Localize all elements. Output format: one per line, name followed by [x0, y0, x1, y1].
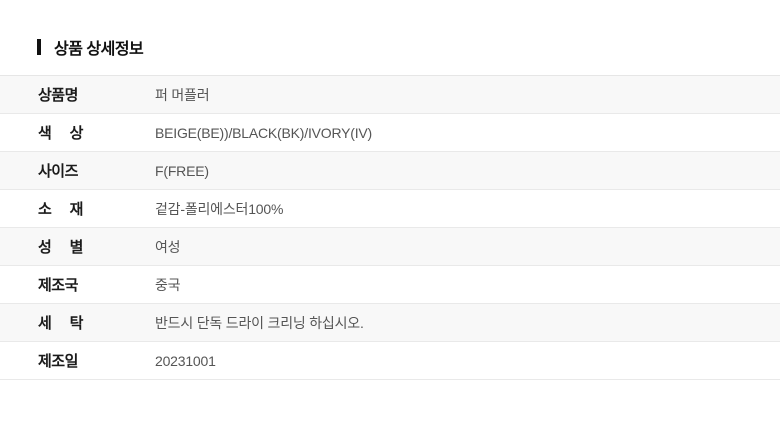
table-row: 상품명 퍼 머플러: [0, 76, 780, 114]
row-value: 중국: [155, 276, 181, 293]
table-row: 제조일 20231001: [0, 342, 780, 380]
page-title: 상품 상세정보: [54, 40, 144, 58]
row-value: BEIGE(BE))/BLACK(BK)/IVORY(IV): [155, 124, 373, 141]
row-value: 20231001: [155, 352, 216, 369]
title-bar-icon: [37, 38, 41, 55]
row-label: 소 재: [38, 201, 84, 218]
table-row: 색 상 BEIGE(BE))/BLACK(BK)/IVORY(IV): [0, 114, 780, 152]
row-value: 퍼 머플러: [155, 86, 210, 103]
row-value: 여성: [155, 238, 181, 255]
row-label: 성 별: [38, 239, 84, 256]
row-label: 제조국: [38, 277, 78, 294]
row-label: 사이즈: [38, 163, 78, 180]
row-label: 세 탁: [38, 315, 84, 332]
product-detail-table: 상품명 퍼 머플러 색 상 BEIGE(BE))/BLACK(BK)/IVORY…: [0, 75, 780, 380]
table-row: 세 탁 반드시 단독 드라이 크리닝 하십시오.: [0, 304, 780, 342]
row-value: F(FREE): [155, 162, 209, 179]
row-label: 상품명: [38, 87, 78, 104]
row-label: 색 상: [38, 125, 84, 142]
row-value: 겉감-폴리에스터100%: [155, 200, 284, 217]
section-header: 상품 상세정보: [37, 37, 780, 58]
table-row: 제조국 중국: [0, 266, 780, 304]
table-row: 성 별 여성: [0, 228, 780, 266]
table-row: 사이즈 F(FREE): [0, 152, 780, 190]
row-value: 반드시 단독 드라이 크리닝 하십시오.: [155, 314, 364, 331]
table-row: 소 재 겉감-폴리에스터100%: [0, 190, 780, 228]
row-label: 제조일: [38, 353, 78, 370]
